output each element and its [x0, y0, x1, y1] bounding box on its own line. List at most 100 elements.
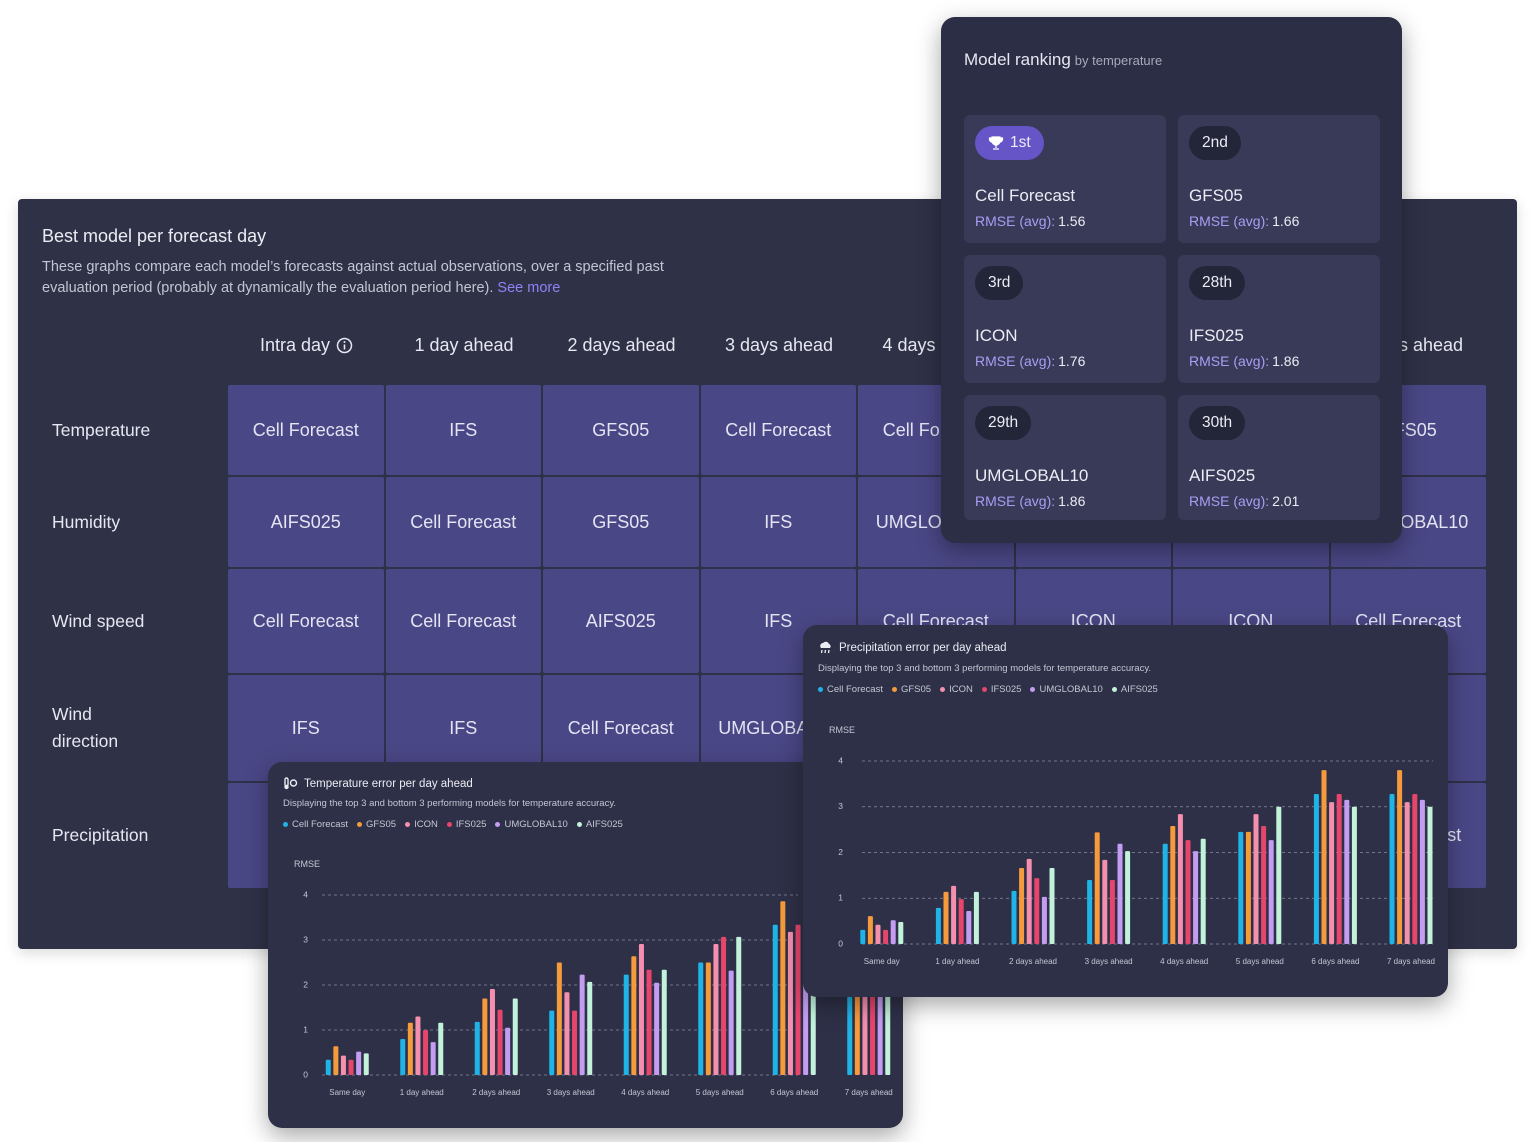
- legend-item: AIFS025: [1111, 684, 1158, 695]
- bar: [631, 956, 637, 1075]
- legend-item: ICON: [940, 684, 973, 695]
- legend-swatch: [495, 822, 501, 827]
- rank-card: 3rd ICON RMSE (avg): 1.76: [964, 255, 1166, 383]
- legend-text: UMGLOBAL10: [504, 819, 568, 830]
- bar: [875, 924, 881, 944]
- legend-text: UMGLOBAL10: [1039, 684, 1103, 695]
- x-tick-label: 7 days ahead: [1387, 957, 1435, 966]
- rmse-value: 1.56: [1058, 213, 1086, 229]
- y-tick-label: 4: [303, 889, 308, 899]
- bar: [1245, 831, 1251, 944]
- rank-text: 29th: [988, 414, 1019, 431]
- temperature-chart-panel: 0 1 2 3 4 Same day 1 day ahead 2 days ahead 3 da…: [268, 762, 903, 1128]
- model-cell: Cell Forecast: [385, 477, 541, 567]
- y-tick-label: 3: [303, 934, 308, 944]
- column-header: 2 days ahead: [543, 335, 700, 356]
- bar: [1427, 806, 1433, 944]
- column-header-text: 1 day ahead: [414, 335, 514, 355]
- bar: [564, 992, 570, 1075]
- x-tick-label: 6 days ahead: [770, 1088, 818, 1097]
- model-cell: Cell Forecast: [228, 569, 384, 673]
- bar: [1389, 793, 1395, 944]
- column-header-text: Intra day: [259, 335, 331, 355]
- bar: [482, 998, 488, 1075]
- bar: [497, 1009, 503, 1075]
- row-label: Wind speed: [52, 610, 145, 631]
- x-tick-label: 2 days ahead: [1009, 957, 1057, 966]
- precipitation-chart-panel: 0 1 2 3 4 Same day 1 day ahead 2 days ahead 3 da…: [803, 625, 1448, 997]
- legend-swatch: [940, 687, 946, 692]
- legend-text: Cell Forecast: [827, 684, 883, 695]
- bar: [1162, 843, 1168, 944]
- bar: [883, 929, 889, 944]
- bar: [705, 962, 711, 1075]
- rank-text: 28th: [1202, 274, 1233, 291]
- thermo-icon: [284, 777, 298, 790]
- legend-swatch: [576, 822, 582, 827]
- y-tick-label: 0: [838, 938, 843, 948]
- legend-swatch: [1030, 687, 1036, 692]
- rank-card: 2nd GFS05 RMSE (avg): 1.66: [1178, 115, 1380, 243]
- bar: [890, 920, 896, 944]
- model-name: GFS05: [1189, 186, 1243, 205]
- bar: [512, 998, 518, 1075]
- bar: [400, 1039, 406, 1075]
- bar: [787, 931, 793, 1075]
- bar: [1321, 770, 1327, 944]
- bar: [1351, 806, 1357, 944]
- x-tick-label: 5 days ahead: [1236, 957, 1284, 966]
- legend-text: Cell Forecast: [292, 819, 348, 830]
- rmse-label: RMSE (avg):: [975, 493, 1056, 509]
- bar: [935, 907, 941, 944]
- bar: [348, 1059, 354, 1075]
- rank-badge: 29th: [975, 406, 1032, 440]
- bar: [572, 1010, 578, 1075]
- info-dot: [343, 341, 346, 343]
- chart-svg: 0 1 2 3 4 Same day 1 day ahead 2 days ahead 3 da…: [838, 755, 1435, 966]
- bar: [736, 936, 742, 1075]
- chart-subtitle: Displaying the top 3 and bottom 3 perfor…: [283, 798, 617, 809]
- legend-item: IFS025: [981, 684, 1021, 695]
- model-name: UMGLOBAL10: [975, 466, 1089, 485]
- x-tick-label: 5 days ahead: [696, 1088, 744, 1097]
- y-tick-label: 1: [838, 893, 843, 903]
- rank-badge: 30th: [1189, 406, 1246, 440]
- x-tick-label: 1 day ahead: [935, 957, 979, 966]
- bar: [654, 982, 660, 1075]
- bar: [1253, 814, 1259, 944]
- chart-legend: Cell Forecast GFS05 ICON IFS025 UMGLOBAL10 AI…: [818, 684, 1158, 695]
- x-tick-label: 3 days ahead: [1085, 957, 1133, 966]
- rmse-value: 1.86: [1058, 493, 1086, 509]
- description-text: These graphs compare each model’s foreca…: [42, 259, 664, 296]
- x-tick-label: 3 days ahead: [547, 1088, 595, 1097]
- rank-badge: 3rd: [975, 266, 1024, 300]
- rmse: RMSE (avg): 1.76: [975, 353, 1085, 369]
- legend-text: GFS05: [900, 684, 932, 695]
- bar: [415, 1016, 421, 1075]
- bar: [661, 969, 667, 1075]
- legend-swatch: [356, 822, 362, 827]
- bar: [587, 981, 593, 1075]
- legend-item: UMGLOBAL10: [1030, 684, 1103, 695]
- rmse-value: 1.66: [1272, 213, 1300, 229]
- rmse-value: 1.86: [1272, 353, 1300, 369]
- ranking-subtitle: by temperature: [1074, 53, 1163, 68]
- row-label: Humidity: [52, 511, 121, 532]
- x-tick-label: 4 days ahead: [621, 1088, 669, 1097]
- y-axis-label: RMSE: [829, 725, 856, 735]
- column-header-text: 2 days ahead: [567, 335, 676, 355]
- rmse-label: RMSE (avg):: [1189, 493, 1270, 509]
- ranking-title: Model ranking by temperature: [964, 50, 1162, 70]
- bar: [1238, 831, 1244, 944]
- bar: [1193, 851, 1199, 944]
- rank-badge: 28th: [1189, 266, 1246, 300]
- legend-swatch: [283, 822, 288, 827]
- see-more-link[interactable]: See more: [497, 280, 561, 296]
- x-tick-label: 6 days ahead: [1311, 957, 1359, 966]
- chart-legend: Cell Forecast GFS05 ICON IFS025 UMGLOBAL10 AI…: [283, 819, 623, 830]
- model-name: ICON: [975, 326, 1018, 345]
- chart-title-text: Temperature error per day ahead: [304, 777, 473, 790]
- rmse-label: RMSE (avg):: [1189, 213, 1270, 229]
- rmse: RMSE (avg): 1.66: [1189, 213, 1299, 229]
- bar: [867, 916, 873, 944]
